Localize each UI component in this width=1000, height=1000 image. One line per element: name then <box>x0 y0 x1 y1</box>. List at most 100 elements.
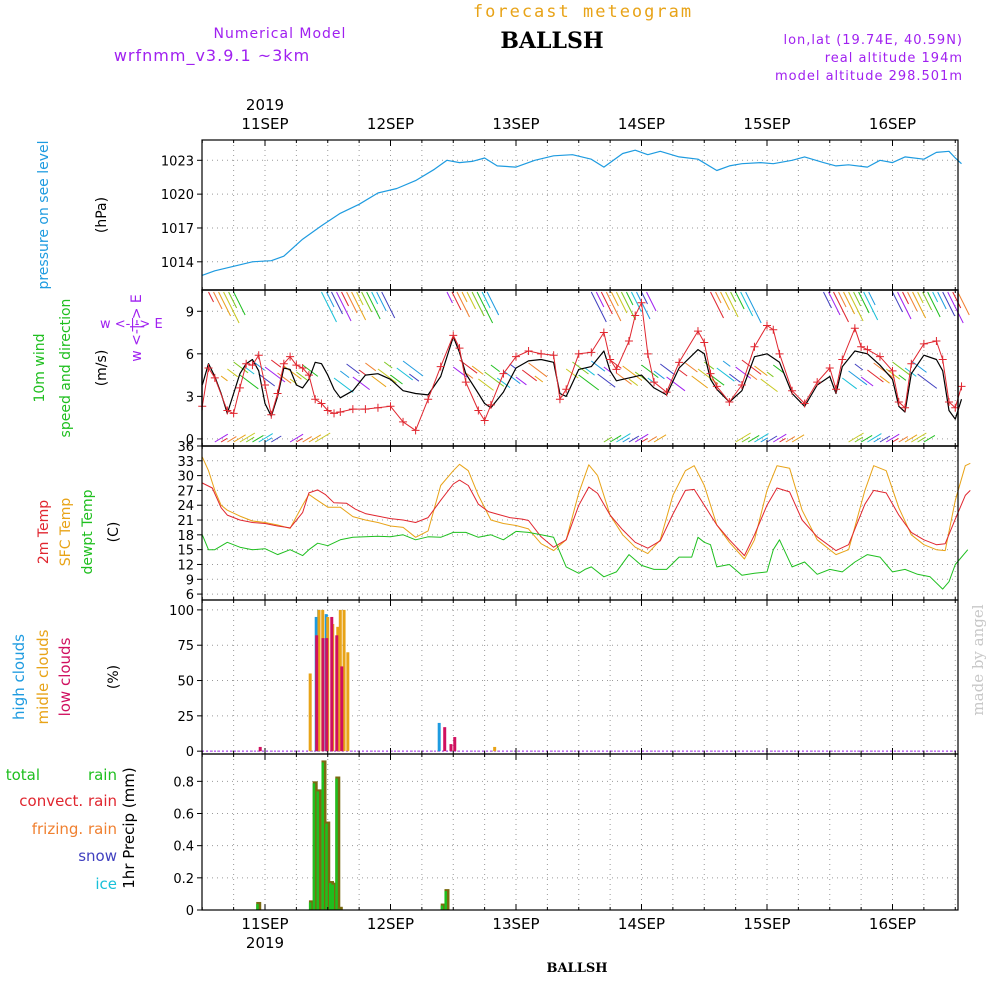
gust-marker <box>461 378 470 387</box>
wind-arrow <box>735 432 751 443</box>
wind-arrow <box>366 291 381 320</box>
gust-marker <box>813 378 822 387</box>
wind-arrow <box>252 434 264 443</box>
wind-arrow <box>326 291 335 308</box>
y-tick-label: 0.2 <box>173 872 194 887</box>
wind-arrow <box>730 291 737 303</box>
gust-marker <box>631 311 640 320</box>
wind-arrow <box>481 291 491 309</box>
gust-marker <box>838 355 847 364</box>
y-tick-label: 0.4 <box>173 840 194 855</box>
wind-arrow <box>271 435 282 443</box>
precip-bar-total <box>325 823 328 910</box>
wind-arrow <box>848 291 864 322</box>
wind-arrow <box>892 291 903 313</box>
panel-frame <box>201 753 959 911</box>
gust-marker <box>279 359 288 368</box>
wind-arrow <box>898 436 909 443</box>
gust-marker <box>399 417 408 426</box>
wind-arrow <box>779 437 786 443</box>
wind-arrow <box>356 291 364 306</box>
wind-arrow <box>341 291 350 307</box>
wind-arrow <box>838 291 847 308</box>
wind-arrow <box>270 359 282 368</box>
cloud-bar <box>346 652 350 752</box>
wind-arrow <box>383 361 393 369</box>
wind-arrow <box>631 291 642 313</box>
wind-arrow <box>947 291 964 324</box>
wind-unit: (m/s) <box>94 350 110 387</box>
cloud-bar <box>449 744 453 752</box>
wind-arrow <box>381 291 396 319</box>
gust-marker <box>894 398 903 407</box>
wind-arrow <box>478 378 494 391</box>
x-tick-top: 12SEP <box>367 115 414 133</box>
y-tick-label: 0.6 <box>173 808 194 823</box>
wind-arrow <box>917 373 938 389</box>
gust-marker <box>606 355 615 364</box>
wind-arrow <box>409 373 420 382</box>
gust-marker <box>323 406 332 415</box>
wind-arrow <box>233 361 249 374</box>
y-tick-label: 0 <box>186 433 194 448</box>
wind-arrow <box>735 366 752 379</box>
gust-marker <box>311 395 320 404</box>
wind-arrow <box>390 374 403 385</box>
wind-arrow <box>917 291 924 304</box>
gust-marker <box>769 325 778 334</box>
y-tick-label: 9 <box>186 305 194 320</box>
wind-arrow <box>321 291 337 323</box>
wind-arrow <box>773 433 787 443</box>
gust-marker <box>486 400 495 409</box>
gust-marker <box>650 378 659 387</box>
wind-arrow <box>595 291 605 308</box>
gust-marker <box>204 364 213 372</box>
wind-arrow <box>636 291 651 320</box>
wind-arrow <box>308 434 322 443</box>
credit: made by angel <box>969 604 987 715</box>
cloud-unit: (%) <box>106 665 122 689</box>
gust-marker <box>587 348 596 357</box>
wind-arrow <box>653 434 667 443</box>
wind-arrow <box>641 364 659 379</box>
gust-marker <box>938 355 947 364</box>
wind-arrow <box>867 433 882 443</box>
wind-arrow <box>233 291 246 316</box>
wind-arrow <box>754 365 768 377</box>
wind-arrow <box>610 291 619 307</box>
wind-arrow <box>352 376 370 391</box>
y-tick-label: 50 <box>177 675 194 690</box>
wind-arrow <box>907 291 918 312</box>
y-tick-label: 18 <box>177 529 194 544</box>
wind-arrow <box>451 291 462 311</box>
wind-arrow <box>471 291 485 317</box>
wind-arrow <box>912 291 927 319</box>
gust-marker <box>675 358 684 367</box>
wind-arrow <box>534 375 544 383</box>
wind-arrow <box>740 291 754 317</box>
wind-arrow <box>911 432 927 443</box>
total-label: total <box>6 766 40 784</box>
x-tick-bottom: 13SEP <box>492 915 539 933</box>
wind-arrow <box>848 432 864 443</box>
wind-arrow <box>461 291 468 303</box>
chart-title: forecast meteogram <box>473 2 693 22</box>
low-clouds-label: low clouds <box>56 637 74 716</box>
precip-bar-total <box>316 791 319 910</box>
precip-bar-total <box>331 884 335 910</box>
y-tick-label: 0 <box>186 904 194 919</box>
wind-arrow <box>879 435 891 443</box>
wind-arrow <box>597 373 616 388</box>
wind-arrow <box>314 432 331 443</box>
cloud-bar <box>437 722 441 752</box>
wind-arrow <box>528 362 548 378</box>
wind-arrow <box>715 291 722 304</box>
gust-marker <box>643 349 652 358</box>
gust-marker <box>286 352 295 361</box>
gust-marker <box>788 386 797 395</box>
gust-marker <box>825 364 834 372</box>
gust-marker <box>254 351 263 360</box>
wind-arrow <box>296 437 303 443</box>
wind-arrow <box>747 372 758 381</box>
wind-arrow <box>725 291 739 318</box>
